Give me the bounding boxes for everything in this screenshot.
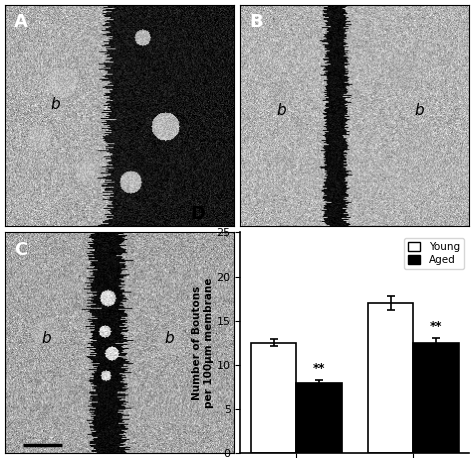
Text: D: D <box>190 206 205 224</box>
Bar <box>251 343 296 453</box>
Text: A: A <box>14 13 28 32</box>
Text: B: B <box>250 13 263 32</box>
Text: b: b <box>414 103 424 118</box>
Text: C: C <box>14 241 27 259</box>
Bar <box>368 303 413 453</box>
Text: b: b <box>164 331 174 346</box>
Legend: Young, Aged: Young, Aged <box>404 238 464 269</box>
Text: b: b <box>50 97 60 112</box>
Bar <box>296 383 342 453</box>
Text: b: b <box>277 103 286 118</box>
Text: b: b <box>41 331 51 346</box>
Y-axis label: Number of Boutons
per 100μm membrane: Number of Boutons per 100μm membrane <box>192 278 214 408</box>
Bar <box>413 343 459 453</box>
Text: **: ** <box>430 320 442 333</box>
Text: **: ** <box>313 362 325 375</box>
